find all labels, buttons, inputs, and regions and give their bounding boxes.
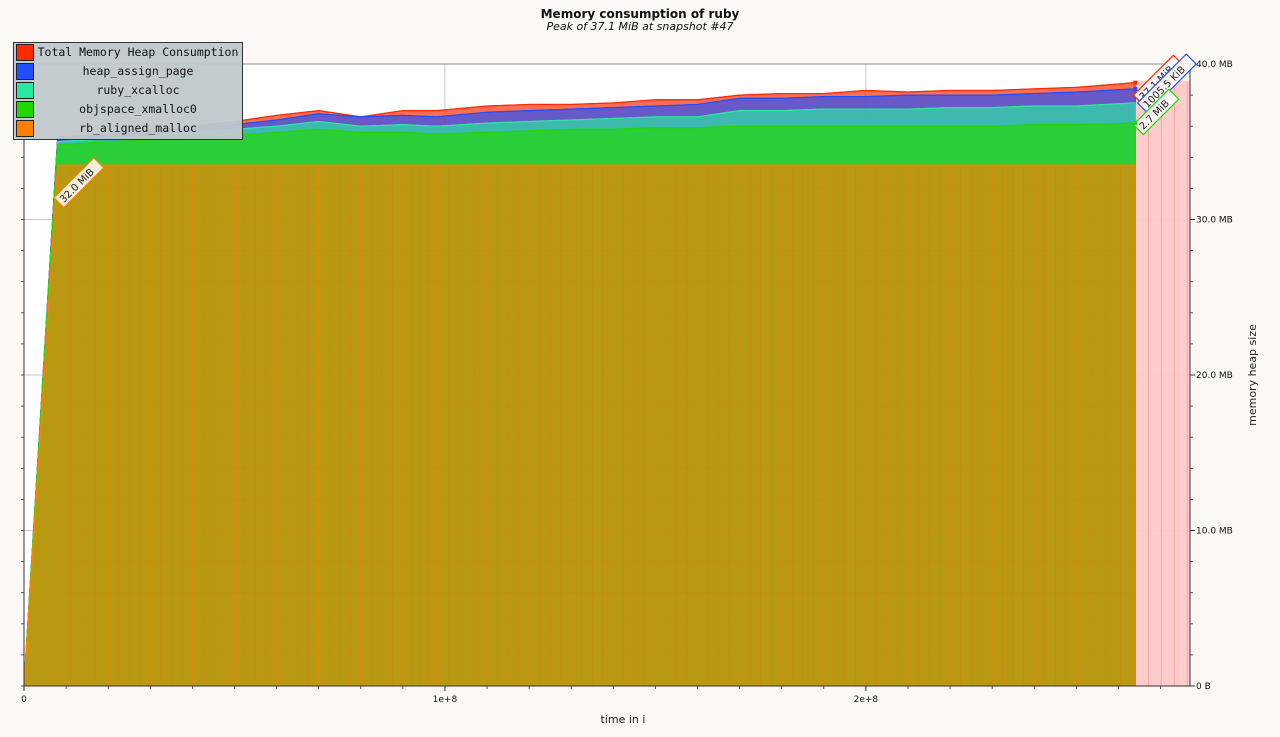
- y-tick-label: 20.0 MB: [1196, 371, 1233, 381]
- chart-title: Memory consumption of ruby: [540, 7, 740, 21]
- legend-item: Total Memory Heap Consumption: [14, 43, 242, 62]
- legend-swatch: [16, 82, 34, 99]
- legend: Total Memory Heap Consumption heap_assig…: [13, 42, 243, 140]
- overflow-region: [1135, 80, 1190, 686]
- legend-item: ruby_xcalloc: [14, 81, 242, 100]
- y-tick-label: 30.0 MB: [1196, 216, 1233, 226]
- x-tick-label: 0: [21, 695, 27, 705]
- callout-marker: [1133, 121, 1138, 126]
- x-axis-label: time in i: [601, 713, 646, 726]
- callout-marker: [1133, 86, 1138, 91]
- chart-subtitle: Peak of 37.1 MiB at snapshot #47: [546, 20, 734, 33]
- legend-swatch: [16, 44, 34, 61]
- callout-box: [53, 156, 105, 209]
- area-rb-aligned-malloc: [23, 164, 1136, 687]
- legend-swatch: [16, 101, 34, 118]
- legend-label: heap_assign_page: [82, 64, 194, 78]
- legend-label: objspace_xmalloc0: [79, 102, 197, 116]
- y-tick-label: 40.0 MB: [1196, 60, 1233, 70]
- legend-item: heap_assign_page: [14, 62, 242, 81]
- legend-swatch: [16, 63, 34, 80]
- overflow-area: [1135, 80, 1190, 686]
- callout-box: [1136, 53, 1198, 114]
- legend-item: rb_aligned_malloc: [14, 119, 242, 138]
- legend-item: objspace_xmalloc0: [14, 100, 242, 119]
- series-areas: [23, 82, 1136, 687]
- x-tick-label: 2e+8: [854, 695, 879, 705]
- legend-label: rb_aligned_malloc: [79, 121, 197, 135]
- legend-label: Total Memory Heap Consumption: [37, 45, 239, 59]
- y-tick-label: 10.0 MB: [1196, 527, 1233, 537]
- callout-marker: [1133, 80, 1138, 85]
- y-tick-label: 0 B: [1196, 682, 1211, 692]
- legend-label: ruby_xcalloc: [96, 83, 180, 97]
- y-axis-label: memory heap size: [1246, 324, 1259, 426]
- x-tick-label: 1e+8: [433, 695, 458, 705]
- callout-box: [1132, 88, 1180, 136]
- legend-swatch: [16, 120, 34, 137]
